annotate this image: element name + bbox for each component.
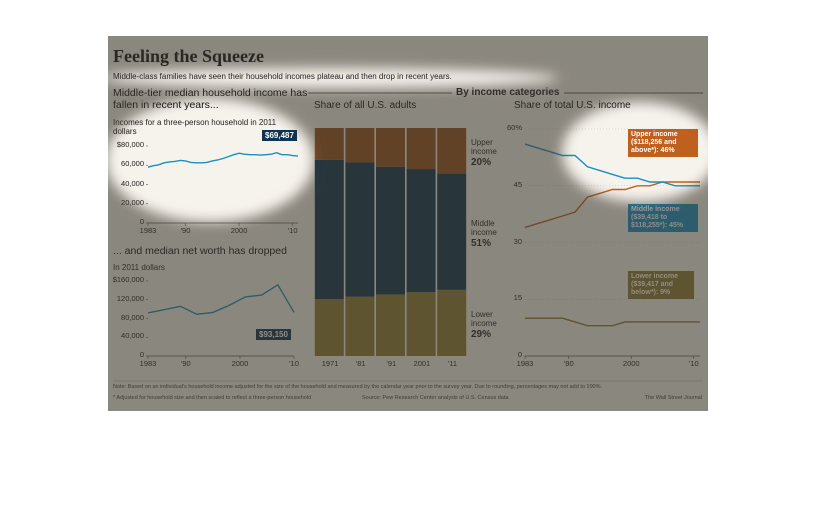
x-tick-label: 1983: [516, 359, 534, 368]
series-label: Lower income: [471, 309, 497, 329]
y-tick-label: 45: [513, 179, 522, 189]
y-tick-label: 60%: [506, 123, 522, 132]
x-tick-label: '10: [287, 226, 298, 235]
value-label: $93,150: [256, 329, 291, 341]
bar-segment: [406, 128, 436, 170]
value-label: 29%: [471, 328, 492, 340]
bar-segment: [406, 169, 436, 293]
bar-segment: [345, 128, 375, 163]
x-tick-label: 2000: [230, 226, 248, 235]
y-tick-label: 15: [513, 293, 522, 303]
series-label: Lower income ($39,417 and below*): 9%: [628, 271, 694, 300]
bar-segment: [376, 166, 405, 295]
x-tick-label: 1983: [139, 226, 157, 235]
chart-subtitle: Incomes for a three-person household in …: [113, 118, 277, 137]
bar-segment: [437, 128, 467, 174]
chart-title: Share of total U.S. income: [514, 100, 631, 111]
value-label: $69,487: [262, 130, 297, 142]
x-tick-label: '10: [289, 359, 299, 368]
chart-title: ... and median net worth has dropped: [113, 245, 287, 257]
y-tick-label: 0: [139, 217, 144, 226]
credit: The Wall Street Journal: [644, 395, 702, 401]
y-tick-label: 60,000: [121, 159, 144, 169]
source: Source: Pew Research Center analysis of …: [362, 395, 509, 401]
y-tick-label: 30: [513, 236, 522, 246]
y-tick-label: 40,000: [121, 178, 144, 188]
y-tick-label: $80,000: [116, 140, 144, 149]
footer-note: Note: Based on an individual's household…: [113, 384, 603, 390]
chart-title: Share of all U.S. adults: [314, 100, 417, 111]
y-tick-label: 40,000: [121, 331, 144, 341]
x-tick-label: '11: [447, 359, 458, 368]
x-tick-label: 1983: [139, 359, 157, 368]
bar-segment: [345, 162, 375, 297]
y-tick-label: 0: [517, 350, 522, 359]
chart-subtitle: In 2011 dollars: [113, 263, 165, 272]
bar-segment: [376, 128, 405, 167]
bar-segment: [314, 128, 344, 160]
bar-segment: [437, 173, 467, 290]
section-header: By income categories: [456, 87, 560, 98]
main-title: Feeling the Squeeze: [113, 46, 264, 66]
series-label: Upper income ($118,256 and above*): 46%: [628, 129, 698, 158]
y-tick-label: $160,000: [112, 275, 144, 284]
y-tick-label: 0: [139, 350, 144, 359]
subtitle: Middle-class families have seen their ho…: [113, 72, 452, 81]
value-label: 20%: [471, 156, 492, 168]
x-tick-label: 2000: [622, 359, 640, 368]
y-tick-label: 20,000: [121, 197, 144, 207]
footnote: * Adjusted for household size and then s…: [113, 395, 312, 401]
bar-segment: [314, 159, 344, 299]
bar-segment: [437, 289, 467, 356]
series-label: Middle income: [471, 218, 497, 237]
bar-segment: [406, 292, 436, 356]
bar-segment: [376, 294, 405, 356]
x-tick-label: '90: [563, 359, 574, 368]
bar-segment: [345, 296, 375, 356]
series-label: Upper income: [471, 137, 497, 156]
x-tick-label: '90: [180, 359, 191, 368]
y-tick-label: 120,000: [116, 293, 144, 303]
y-tick-label: 80,000: [121, 312, 144, 322]
bar-segment: [314, 299, 344, 356]
x-tick-label: '90: [180, 226, 191, 235]
x-tick-label: '10: [688, 359, 699, 368]
x-tick-label: 2000: [231, 359, 249, 368]
series-label: Middle income ($39,418 to $118,255*): 45…: [628, 204, 698, 233]
chart-title: Middle-tier median household income has …: [113, 87, 308, 112]
